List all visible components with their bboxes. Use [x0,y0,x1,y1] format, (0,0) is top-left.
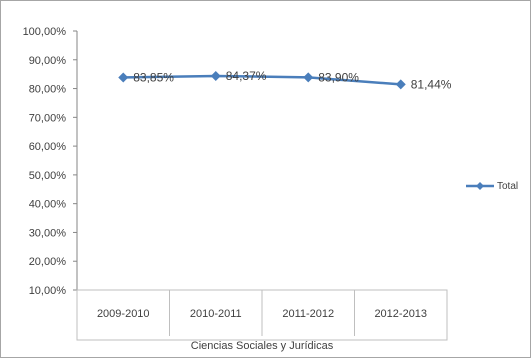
legend-marker [476,182,484,190]
category-group-label: Ciencias Sociales y Jurídicas [191,340,334,352]
y-tick-label: 10,00% [29,285,67,297]
y-tick-label: 40,00% [29,199,67,211]
y-tick-label: 20,00% [29,256,67,268]
legend-label: Total [497,181,518,192]
x-tick-label: 2009-2010 [97,308,150,320]
y-tick-label: 80,00% [29,84,67,96]
data-label: 83,90% [318,70,359,84]
y-tick-label: 50,00% [29,170,67,182]
x-axis-categories: 2009-2010 2010-2011 2011-2012 2012-2013 [76,290,448,336]
series-group: 83,85% 84,37% 83,90% 81,44% [118,69,452,91]
y-axis-ticks: 10,00% 20,00% 30,00% 40,00% 50,00% 60,00% 70,0… [23,26,77,297]
y-tick-label: 60,00% [29,141,67,153]
x-tick-label: 2011-2012 [282,308,334,320]
data-point [395,79,406,90]
data-point [303,72,314,83]
y-tick-label: 90,00% [29,55,67,67]
x-tick-label: 2012-2013 [374,308,427,320]
y-tick-label: 100,00% [23,26,67,38]
category-group-box [76,289,448,341]
data-point [118,72,129,83]
y-tick-label: 70,00% [29,112,67,124]
x-tick-label: 2010-2011 [190,308,242,320]
series-line [123,74,401,86]
data-label: 83,85% [133,70,174,84]
data-label: 81,44% [411,77,452,91]
data-point [210,70,221,81]
data-label: 84,37% [226,69,267,83]
y-tick-label: 30,00% [29,227,67,239]
legend: Total [466,181,518,192]
